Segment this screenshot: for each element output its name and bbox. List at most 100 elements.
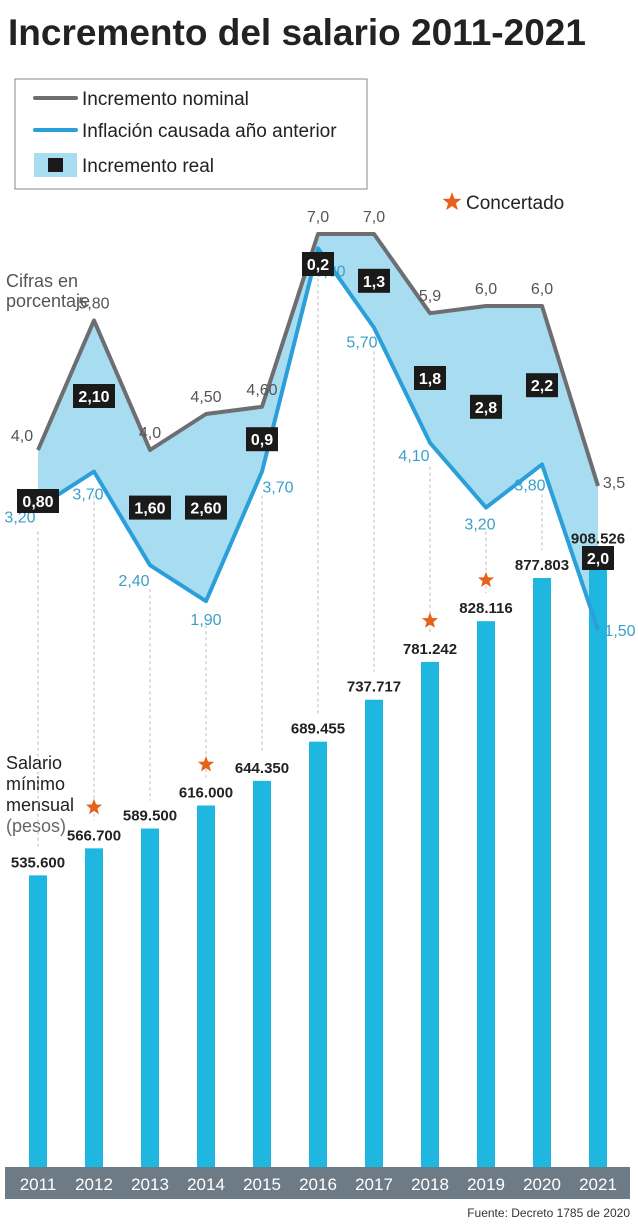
legend-real: Incremento real — [82, 156, 214, 177]
year-axis: 2011 2012 2013 2014 2015 2016 2017 2018 2019 2020… — [20, 1175, 617, 1194]
salary-note-line3: mensual — [6, 795, 74, 815]
salary-value-2018: 781.242 — [403, 641, 457, 658]
salary-value-2013: 589.500 — [123, 808, 177, 825]
year-label-2015: 2015 — [243, 1175, 281, 1194]
nominal-value-2020: 6,0 — [531, 281, 553, 298]
inflation-value-2013: 2,40 — [118, 573, 149, 590]
concertado-star-icon-2018 — [421, 612, 439, 628]
nominal-value-2014: 4,50 — [190, 389, 221, 406]
real-value-2018: 1,8 — [419, 371, 441, 388]
salary-value-2020: 877.803 — [515, 557, 569, 574]
source-note: Fuente: Decreto 1785 de 2020 — [467, 1206, 630, 1220]
year-label-2014: 2014 — [187, 1175, 225, 1194]
rate-lines — [36, 232, 600, 631]
real-value-2016: 0,2 — [307, 257, 329, 274]
real-box-2014 — [185, 495, 227, 520]
concertado-stars — [85, 571, 495, 815]
real-value-2021: 2,0 — [587, 551, 609, 568]
year-label-2020: 2020 — [523, 1175, 561, 1194]
nominal-value-2017: 7,0 — [363, 209, 385, 226]
inflation-value-2021: 1,50 — [604, 623, 635, 640]
real-box-2018 — [414, 366, 446, 390]
year-axis-band — [5, 1167, 630, 1199]
nominal-value-2016: 7,0 — [307, 209, 329, 226]
nominal-value-2019: 6,0 — [475, 281, 497, 298]
inflation-value-2011: 3,20 — [4, 510, 35, 527]
rate-labels: 4,0 5,80 4,0 4,50 4,60 7,0 7,0 5,9 6,0 6,0 3,5 3,20… — [4, 209, 635, 640]
nominal-value-2012: 5,80 — [78, 295, 109, 312]
concertado-star-icon-2019 — [477, 571, 495, 587]
year-label-2021: 2021 — [579, 1175, 617, 1194]
salary-bar-2012 — [85, 848, 103, 1167]
chart-title: Incremento del salario 2011-2021 — [8, 12, 586, 53]
salary-value-2015: 644.350 — [235, 760, 289, 777]
real-value-2019: 2,8 — [475, 400, 497, 417]
salary-value-2011: 535.600 — [11, 854, 65, 871]
real-value-2017: 1,3 — [363, 274, 385, 291]
inflation-value-2012: 3,70 — [72, 487, 103, 504]
nominal-value-2011: 4,0 — [11, 428, 33, 445]
real-box-2015 — [246, 427, 278, 452]
inflation-value-2018: 4,10 — [398, 448, 429, 465]
real-value-2014: 2,60 — [190, 501, 221, 518]
real-value-2013: 1,60 — [134, 501, 165, 518]
inflation-value-2019: 3,20 — [464, 517, 495, 534]
real-box-2012 — [73, 384, 115, 408]
salary-value-2017: 737.717 — [347, 679, 401, 696]
salary-bar-2017 — [365, 699, 383, 1167]
real-value-2015: 0,9 — [251, 432, 273, 449]
salary-value-2019: 828.116 — [459, 600, 512, 617]
real-increase-band — [38, 234, 598, 630]
salary-value-2016: 689.455 — [291, 721, 345, 738]
year-label-2012: 2012 — [75, 1175, 113, 1194]
nominal-value-2021: 3,5 — [603, 475, 625, 492]
salary-bar-2016 — [309, 741, 327, 1167]
salary-note-line2: mínimo — [6, 774, 65, 794]
inflation-value-2014: 1,90 — [190, 612, 221, 629]
legend-nominal: Incremento nominal — [82, 89, 249, 110]
concertado-legend: Concertado — [442, 192, 564, 214]
real-box-2016 — [302, 252, 334, 276]
salary-bar-2013 — [141, 828, 159, 1167]
real-box-2013 — [129, 495, 171, 520]
real-box-2017 — [358, 268, 390, 293]
year-label-2018: 2018 — [411, 1175, 449, 1194]
salary-bar-2021 — [589, 551, 607, 1167]
concertado-star-icon — [442, 192, 462, 211]
salary-note-line4: (pesos) — [6, 816, 66, 836]
salary-note-line1: Salario — [6, 753, 62, 773]
inflation-value-2017: 5,70 — [346, 335, 377, 352]
concertado-label: Concertado — [466, 193, 564, 214]
salary-bar-2011 — [29, 875, 47, 1167]
salary-value-2012: 566.700 — [67, 827, 121, 844]
real-value-2012: 2,10 — [78, 389, 109, 406]
nominal-value-2013: 4,0 — [139, 425, 161, 442]
real-box-2020 — [526, 373, 558, 398]
concertado-star-icon-2012 — [85, 798, 103, 815]
concertado-star-icon-2014 — [197, 756, 215, 772]
salary-bar-2020 — [533, 577, 551, 1167]
legend: Incremento nominal Inflación causada año… — [14, 78, 368, 190]
year-label-2013: 2013 — [131, 1175, 169, 1194]
nominal-value-2015: 4,60 — [246, 382, 277, 399]
salary-bar-2018 — [421, 661, 439, 1167]
nominal-increase-line — [36, 232, 600, 487]
real-value-2020: 2,2 — [531, 378, 553, 395]
real-increase-area — [38, 234, 598, 630]
inflation-line — [36, 246, 600, 631]
salary-bar-2014 — [197, 805, 215, 1167]
year-label-2011: 2011 — [20, 1175, 57, 1194]
cifras-note-line2: porcentaje — [6, 291, 90, 311]
salary-bar-2019 — [477, 621, 495, 1167]
real-box-2011 — [17, 489, 59, 513]
inflation-value-2020: 3,80 — [514, 477, 545, 494]
real-box-2021 — [582, 546, 614, 570]
real-legend-marker — [48, 158, 63, 172]
legend-inflation: Inflación causada año anterior — [82, 121, 337, 142]
nominal-value-2018: 5,9 — [419, 288, 441, 305]
cifras-note-line1: Cifras en — [6, 271, 78, 291]
inflation-value-2015: 3,70 — [262, 480, 293, 497]
